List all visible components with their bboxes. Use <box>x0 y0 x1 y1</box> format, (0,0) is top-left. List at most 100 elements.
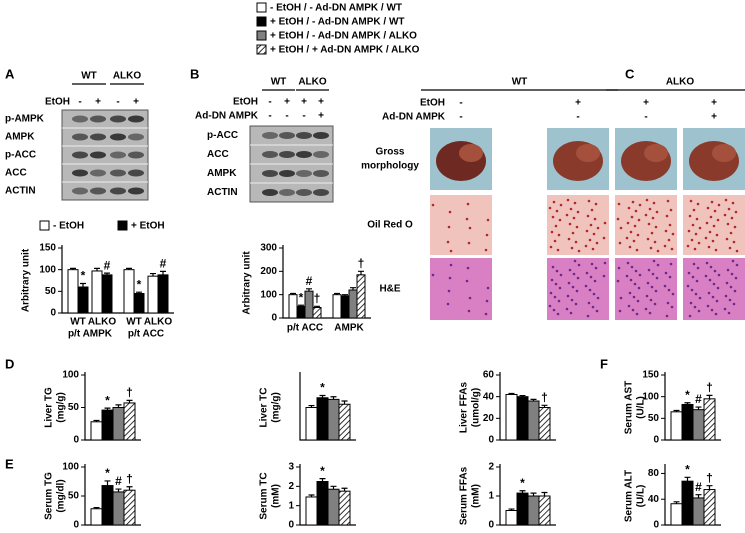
blot-band <box>262 151 278 158</box>
lipid-droplet <box>557 233 561 237</box>
lipid-droplet <box>573 201 577 205</box>
group-sublabel: WT <box>126 317 142 328</box>
nucleus <box>713 269 717 273</box>
bar <box>327 398 340 441</box>
y-tick-label: 0 <box>271 313 277 324</box>
lipid-droplet <box>550 230 554 234</box>
bar <box>77 286 89 314</box>
blot-band <box>110 187 126 195</box>
error-bar <box>70 267 76 270</box>
lipid-droplet <box>590 208 594 212</box>
error-bar <box>673 409 680 412</box>
y-axis-unit: (umol/g) <box>471 388 482 427</box>
bar <box>340 295 350 319</box>
bar <box>338 490 351 526</box>
bar <box>123 489 136 526</box>
nucleus <box>625 274 629 278</box>
significance-mark: † <box>358 257 365 271</box>
treatment-sign: + <box>301 97 307 108</box>
nucleus <box>569 311 573 315</box>
bar <box>538 495 551 526</box>
treatment-sign: - <box>78 97 81 108</box>
nucleus <box>585 271 589 275</box>
error-bar <box>330 485 337 490</box>
lipid-droplet <box>652 201 656 205</box>
legend-label: - EtOH / - Ad-DN AMPK / WT <box>270 3 402 14</box>
lipid-droplet <box>668 223 672 227</box>
nucleus <box>666 301 670 305</box>
nucleus <box>626 261 630 265</box>
error-bar <box>508 392 515 395</box>
lane-group-label: WT <box>512 77 528 88</box>
nucleus <box>712 282 716 286</box>
error-bar <box>160 270 166 275</box>
lane-group-label: WT <box>81 71 97 82</box>
lipid-droplet <box>644 213 648 217</box>
lipid-droplet <box>587 199 591 203</box>
nucleus <box>670 305 674 309</box>
lipid-droplet <box>585 229 589 233</box>
blot-band <box>262 132 278 139</box>
y-tick-label: 50 <box>648 413 660 424</box>
lipid-droplet <box>630 215 634 219</box>
blot-row-label: ACTIN <box>5 186 36 197</box>
lipid-droplet <box>553 239 557 243</box>
lipid-droplet <box>618 241 622 245</box>
lipid-droplet <box>695 217 699 221</box>
blot-band <box>262 170 278 177</box>
lipid-droplet <box>667 238 671 242</box>
nucleus <box>467 309 471 313</box>
error-bar <box>104 407 111 411</box>
lipid-droplet <box>594 202 598 206</box>
nucleus <box>667 288 671 292</box>
nucleus <box>646 281 650 285</box>
nucleus <box>603 261 607 265</box>
lipid-droplet <box>669 208 673 212</box>
nucleus <box>553 295 557 299</box>
nucleus <box>689 301 693 305</box>
lipid-droplet <box>645 198 649 202</box>
error-bar <box>93 419 100 422</box>
nucleus <box>588 288 592 292</box>
blot-band <box>72 169 88 177</box>
liver-lobe <box>644 144 668 162</box>
lipid-droplet <box>569 207 573 211</box>
blot-band <box>279 170 295 177</box>
y-tick-label: 0 <box>288 520 294 531</box>
blot-band <box>296 151 312 158</box>
blot-band <box>90 115 106 123</box>
error-bar <box>306 288 312 292</box>
significance-mark: * <box>685 388 690 402</box>
y-axis-label: Serum TC <box>259 472 270 519</box>
error-bar <box>358 270 364 275</box>
error-bar <box>290 292 296 295</box>
blot-band <box>72 115 88 123</box>
lipid-droplet <box>449 249 453 253</box>
nucleus <box>735 263 739 267</box>
nucleus <box>576 276 580 280</box>
lipid-droplet <box>707 245 711 249</box>
y-tick-label: 2 <box>288 481 294 492</box>
blot-row-label: ACC <box>5 168 27 179</box>
significance-mark: # <box>104 258 111 272</box>
lipid-droplet <box>715 233 719 237</box>
panel-label: D <box>5 356 14 371</box>
lipid-droplet <box>638 203 642 207</box>
lipid-droplet <box>465 217 469 221</box>
significance-mark: * <box>520 476 525 490</box>
y-tick-label: 0 <box>73 435 79 446</box>
group-label: p/t AMPK <box>68 329 113 340</box>
significance-mark: * <box>105 466 110 480</box>
error-bar <box>541 491 548 496</box>
bar <box>505 394 518 441</box>
bar <box>101 485 114 526</box>
bar <box>338 403 351 441</box>
legend-label: + EtOH / + Ad-DN AMPK / ALKO <box>270 45 420 56</box>
lipid-droplet <box>691 223 695 227</box>
legend-swatch <box>256 16 267 27</box>
nucleus <box>485 299 489 303</box>
blot-band <box>313 170 329 177</box>
lipid-droplet <box>666 199 670 203</box>
histology-row-label: Gross <box>376 147 405 158</box>
error-bar <box>706 394 713 399</box>
